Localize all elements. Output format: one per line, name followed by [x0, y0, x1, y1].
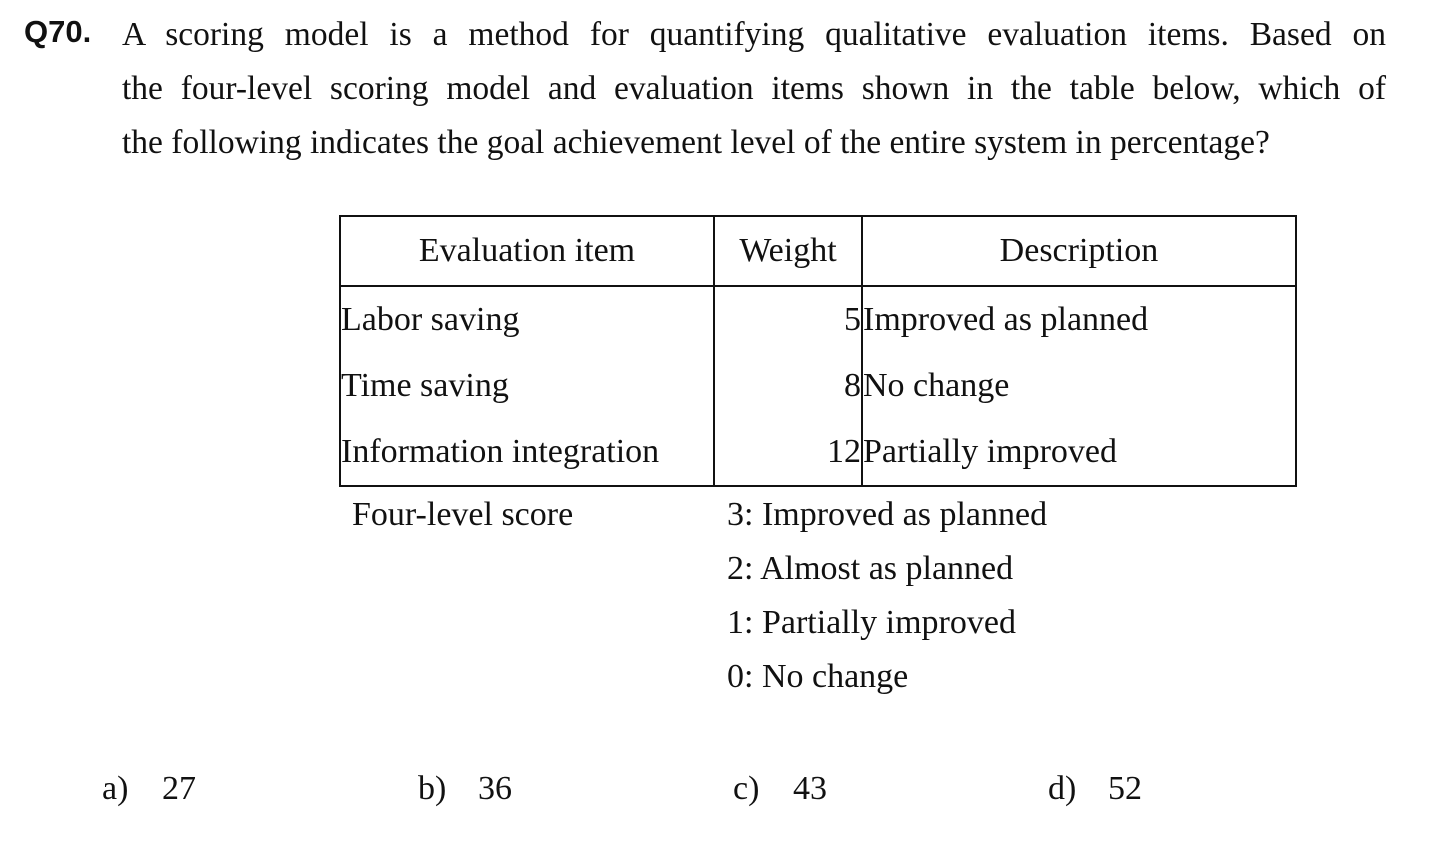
question-stem-line: A scoring model is a method for quantify… [122, 16, 1386, 53]
cell-item: Information integration [339, 419, 715, 487]
cell-weight: 8 [713, 353, 863, 419]
choice-value: 43 [793, 770, 827, 807]
answer-choice-d[interactable]: d) 52 [1048, 762, 1142, 816]
evaluation-table: Evaluation item Weight Description Labor… [339, 215, 1297, 487]
cell-weight: 5 [713, 286, 863, 353]
cell-item: Labor saving [339, 286, 715, 353]
question-number: Q70. [24, 14, 92, 49]
four-level-score-label: Four-level score [352, 496, 574, 533]
table-row: Time saving 8 No change [339, 353, 1297, 419]
answer-choice-a[interactable]: a) 27 [102, 762, 196, 816]
header-description: Description [861, 215, 1297, 287]
choice-value: 27 [162, 770, 196, 807]
question-stem: A scoring model is a method for quantify… [122, 8, 1386, 170]
answer-choice-c[interactable]: c) 43 [733, 762, 827, 816]
cell-description: Partially improved [861, 419, 1297, 487]
table-row: Information integration 12 Partially imp… [339, 419, 1297, 487]
cell-weight: 12 [713, 419, 863, 487]
choice-letter: c) [733, 770, 760, 807]
choice-letter: d) [1048, 770, 1077, 807]
score-level-item: 3: Improved as planned [727, 496, 1048, 533]
table-row: Labor saving 5 Improved as planned [339, 286, 1297, 353]
cell-description: No change [861, 353, 1297, 419]
choice-value: 36 [478, 770, 512, 807]
score-level-item: 1: Partially improved [727, 604, 1016, 641]
choice-letter: a) [102, 770, 129, 807]
choice-value: 52 [1108, 770, 1142, 807]
header-evaluation-item: Evaluation item [339, 215, 715, 287]
answer-choice-b[interactable]: b) 36 [418, 762, 512, 816]
question-stem-line: the four-level scoring model and evaluat… [122, 70, 1386, 107]
four-level-score-list: 3: Improved as planned 2: Almost as plan… [727, 488, 1047, 704]
table-header-row: Evaluation item Weight Description [339, 215, 1297, 287]
cell-item: Time saving [339, 353, 715, 419]
score-level-item: 2: Almost as planned [727, 550, 1014, 587]
header-weight: Weight [713, 215, 863, 287]
question-stem-line: the following indicates the goal achieve… [122, 124, 1270, 161]
cell-description: Improved as planned [861, 286, 1297, 353]
choice-letter: b) [418, 770, 447, 807]
score-level-item: 0: No change [727, 658, 909, 695]
